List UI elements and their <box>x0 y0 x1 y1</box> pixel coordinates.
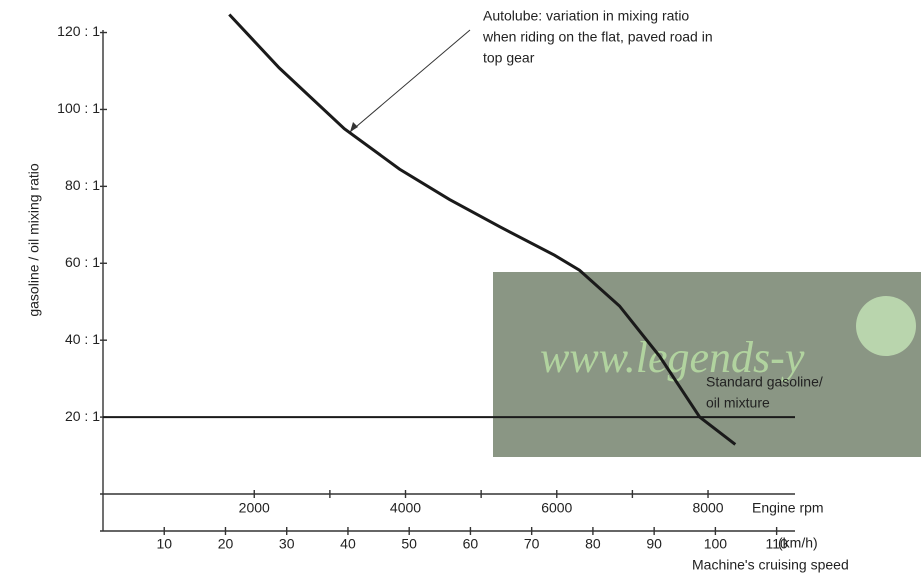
y-tick-label: 40 : 1 <box>65 331 100 347</box>
x2-tick-label: 30 <box>279 536 295 552</box>
x2-tick-label: 90 <box>646 536 662 552</box>
watermark-glow <box>856 296 916 356</box>
x2-tick-label: 40 <box>340 536 356 552</box>
x2-tick-label: 80 <box>585 536 601 552</box>
x2-tick-label: 10 <box>156 536 172 552</box>
y-tick-label: 120 : 1 <box>57 23 100 39</box>
y-tick-label: 60 : 1 <box>65 254 100 270</box>
y-tick-label: 20 : 1 <box>65 408 100 424</box>
x-tick-label: 6000 <box>541 500 572 516</box>
annotation: Autolube: variation in mixing ratio <box>483 8 689 24</box>
x2-tick-label: 20 <box>218 536 234 552</box>
y-tick-label: 80 : 1 <box>65 177 100 193</box>
x2-tick-label: 100 <box>704 536 728 552</box>
annotation: top gear <box>483 50 535 66</box>
annotation: Standard gasoline/ <box>706 374 823 390</box>
x2-axis-title: Machine's cruising speed <box>692 557 849 573</box>
y-tick-label: 100 : 1 <box>57 100 100 116</box>
y-axis-label: gasoline / oil mixing ratio <box>26 163 42 317</box>
annotation: when riding on the flat, paved road in <box>482 29 713 45</box>
arrow-head <box>350 122 358 132</box>
annotation: oil mixture <box>706 395 770 411</box>
x-axis-label: Engine rpm <box>752 500 824 516</box>
x2-tick-label: 60 <box>463 536 479 552</box>
x2-tick-label: 50 <box>401 536 417 552</box>
x2-tick-label: 70 <box>524 536 540 552</box>
chart: www.legends-y gasoline / oil mixing rati… <box>0 0 921 581</box>
x2-tick-label: 110 <box>765 536 788 552</box>
annotation-arrow <box>350 30 470 132</box>
x-tick-label: 2000 <box>239 500 270 516</box>
x-tick-label: 4000 <box>390 500 421 516</box>
x-tick-label: 8000 <box>692 500 723 516</box>
